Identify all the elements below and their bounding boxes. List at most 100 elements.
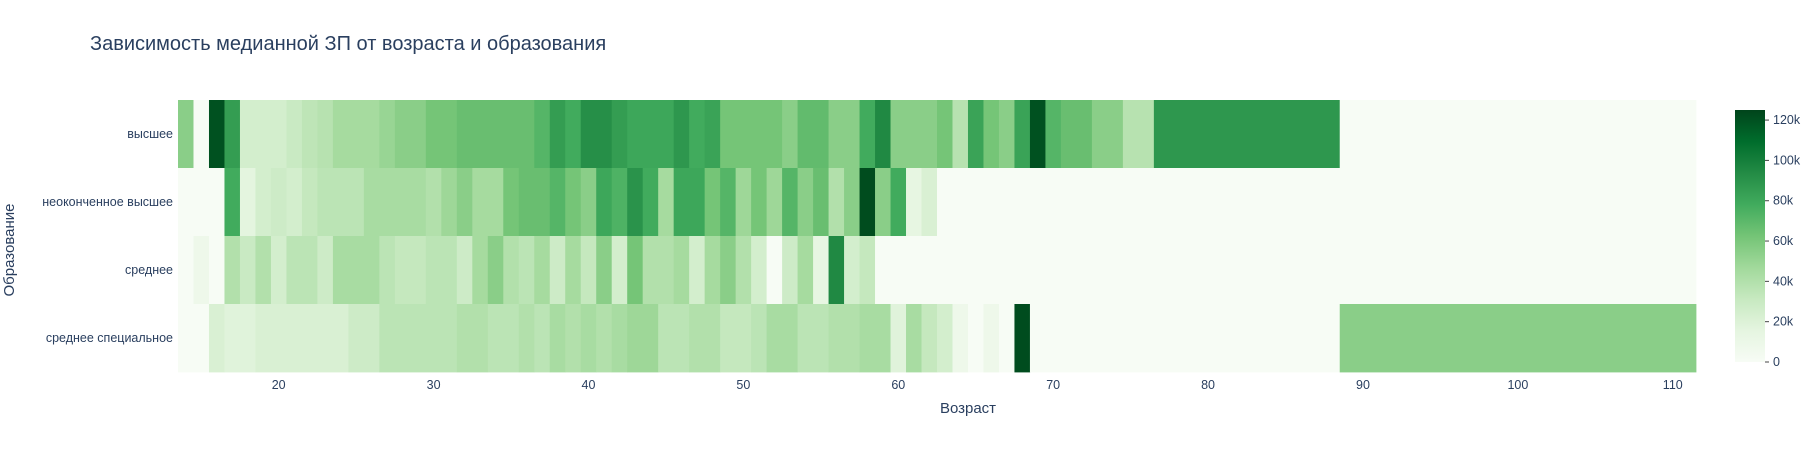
heatmap-cell [720, 304, 752, 373]
heatmap-cell [797, 304, 829, 373]
heatmap-cell [751, 236, 768, 305]
x-axis-title: Возраст [940, 400, 996, 417]
x-tick-label: 20 [272, 378, 286, 392]
heatmap-cell [642, 236, 675, 305]
heatmap-cell [627, 100, 675, 169]
heatmap-cell [301, 168, 318, 237]
heatmap-cell [317, 236, 334, 305]
heatmap-cell [332, 100, 380, 169]
heatmap-cell [766, 168, 783, 237]
heatmap-cell [658, 304, 690, 373]
colorbar-tick-label: 100k [1773, 153, 1801, 167]
heatmap-cell [472, 236, 489, 305]
heatmap-cell [456, 304, 489, 373]
heatmap-cell [797, 168, 814, 237]
heatmap-cell [178, 100, 194, 169]
x-tick-label: 30 [427, 378, 441, 392]
heatmap-cell [952, 304, 969, 373]
heatmap-cell [766, 236, 783, 305]
heatmap-cell [580, 100, 613, 169]
heatmap-cell [518, 236, 535, 305]
heatmap-cell [317, 168, 365, 237]
heatmap-cell [224, 168, 241, 237]
heatmap-cell [487, 304, 520, 373]
heatmap-cell [937, 304, 953, 373]
x-tick-label: 100 [1507, 378, 1528, 392]
heatmap-cell [503, 168, 520, 237]
heatmap-cell [720, 168, 737, 237]
heatmap-cell [689, 304, 721, 373]
heatmap-cell [549, 304, 566, 373]
heatmap-cell [797, 236, 814, 305]
heatmap-cell [921, 304, 938, 373]
y-axis-title: Образование [1, 204, 18, 297]
colorbar-tick-label: 40k [1773, 274, 1794, 288]
heatmap-cell [859, 304, 891, 373]
y-tick-label: высшее [127, 127, 173, 141]
heatmap-cell [782, 236, 798, 305]
heatmap-cell [1339, 304, 1697, 373]
heatmap-cell [270, 168, 287, 237]
heatmap-cell [518, 304, 535, 373]
heatmap-cell [689, 236, 706, 305]
heatmap-cell [394, 100, 427, 169]
heatmap-cell [580, 236, 597, 305]
heatmap-cell [967, 304, 984, 373]
heatmap-cell [425, 236, 458, 305]
heatmap-cell [472, 168, 504, 237]
heatmap-cell [735, 168, 752, 237]
heatmap-cell [611, 168, 628, 237]
heatmap-cell [239, 100, 287, 169]
heatmap-cell [673, 236, 690, 305]
heatmap-cell [611, 100, 628, 169]
heatmap-cell [255, 304, 349, 373]
heatmap-cell [921, 168, 938, 237]
heatmap-cell [704, 236, 721, 305]
heatmap-cell [906, 168, 922, 237]
x-tick-label: 60 [891, 378, 905, 392]
heatmap-cell [549, 168, 566, 237]
heatmap-cell [828, 236, 845, 305]
colorbar-tick-label: 120k [1773, 113, 1801, 127]
heatmap-cell [720, 100, 783, 169]
heatmap-cell [379, 100, 396, 169]
heatmap-cell [224, 100, 241, 169]
heatmap-cell [193, 236, 210, 305]
heatmap-cell [379, 236, 396, 305]
y-tick-label: среднее [125, 263, 173, 277]
y-axis-ticks: высшее неоконченное высшее среднее среднее … [42, 127, 173, 345]
heatmap-cell [534, 100, 551, 169]
heatmap-cell [983, 304, 1000, 373]
heatmap-cell [456, 100, 535, 169]
x-tick-label: 70 [1046, 378, 1060, 392]
colorbar-tick-label: 0 [1773, 355, 1780, 369]
heatmap-cell [890, 100, 938, 169]
heatmap-cell [828, 168, 845, 237]
heatmap-cell [859, 236, 876, 305]
x-tick-label: 50 [736, 378, 750, 392]
colorbar-tick-label: 60k [1773, 234, 1794, 248]
heatmap-cell [937, 100, 953, 169]
heatmap-cell [348, 304, 380, 373]
heatmap-cell [534, 304, 551, 373]
heatmap-cell [704, 100, 721, 169]
heatmap-cell [859, 168, 876, 237]
heatmap-cells [178, 100, 1697, 373]
heatmap-cell [1091, 100, 1124, 169]
heatmap-cell [518, 168, 551, 237]
heatmap-cell [673, 168, 706, 237]
heatmap-cell [1153, 100, 1341, 169]
heatmap-cell [890, 168, 907, 237]
heatmap-cell [828, 304, 860, 373]
heatmap-cell [828, 100, 860, 169]
heatmap-cell [379, 304, 458, 373]
heatmap-cell [596, 304, 613, 373]
heatmap-cell [456, 168, 473, 237]
heatmap-cell [208, 100, 225, 169]
heatmap-cell [193, 100, 210, 169]
heatmap-cell [178, 168, 225, 237]
heatmap-cell [363, 168, 427, 237]
heatmap-cell [224, 236, 241, 305]
heatmap-cell [239, 236, 256, 305]
